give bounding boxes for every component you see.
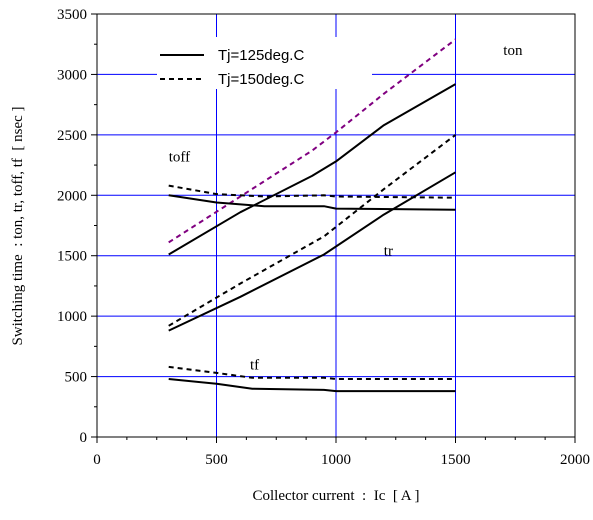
y-tick-label: 500 xyxy=(65,370,88,386)
legend-box xyxy=(157,37,372,89)
tick-labels: 0 500 1000 1500 2000 0 500 1000 1500 2000 2500 3000… xyxy=(57,7,590,468)
plot-frame xyxy=(96,13,576,438)
legend-label-dashed: Tj=150deg.C xyxy=(218,71,304,88)
series-line-toff-dashed xyxy=(168,184,456,199)
x-tick-label: 1000 xyxy=(321,452,351,468)
y-tick-label: 0 xyxy=(80,430,88,446)
series-line-tr-dashed xyxy=(168,134,457,327)
curve-annotations: ton toff tr tf xyxy=(169,43,523,373)
y-tick-label: 3500 xyxy=(57,7,87,23)
y-tick-label: 2500 xyxy=(57,128,87,144)
x-tick-label: 2000 xyxy=(560,452,590,468)
x-tick-label: 500 xyxy=(205,452,228,468)
legend: Tj=125deg.C Tj=150deg.C xyxy=(157,37,372,89)
series-line-tf-solid xyxy=(168,378,456,393)
series-line-tr-solid xyxy=(168,171,457,332)
annotation-ton: ton xyxy=(503,43,523,59)
legend-label-solid: Tj=125deg.C xyxy=(218,47,304,64)
series-group xyxy=(168,38,457,393)
annotation-tf: tf xyxy=(250,357,259,373)
y-tick-label: 3000 xyxy=(57,67,87,83)
series-line-toff-solid xyxy=(168,194,456,211)
x-axis-title: Collector current : Ic [ A ] xyxy=(252,488,419,504)
annotation-toff: toff xyxy=(169,149,190,165)
series-line-ton-solid xyxy=(168,83,456,256)
y-tick-label: 1500 xyxy=(57,249,87,265)
y-tick-label: 1000 xyxy=(57,309,87,325)
series-line-tf-dashed xyxy=(168,365,456,380)
y-axis-title: Switching time : ton, tr, toff, tf [ nse… xyxy=(10,106,26,345)
annotation-tr: tr xyxy=(384,244,393,260)
x-tick-label: 0 xyxy=(93,452,101,468)
x-tick-label: 1500 xyxy=(441,452,471,468)
y-tick-label: 2000 xyxy=(57,188,87,204)
